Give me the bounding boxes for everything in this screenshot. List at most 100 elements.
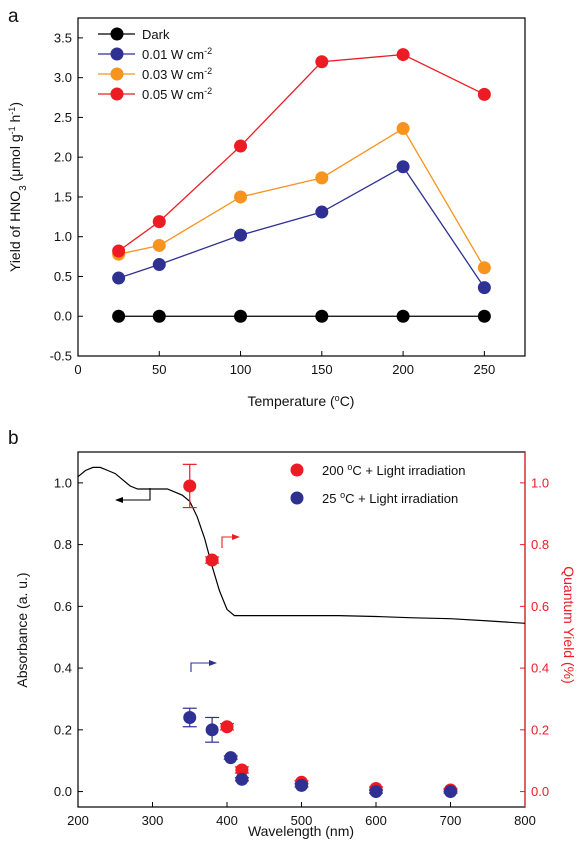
data-point-a xyxy=(152,258,166,272)
x-tick-label-b: 500 xyxy=(291,813,313,828)
legend-b: 200 oC + Light irradiation 25 oC + Light … xyxy=(290,462,465,506)
y-tick-label-a: 3.5 xyxy=(54,30,72,45)
data-point-b xyxy=(369,785,383,799)
data-point-a xyxy=(234,190,248,204)
quantum-yield-arrow-red-head xyxy=(232,534,240,540)
legend-label-a: Dark xyxy=(142,27,170,42)
x-tick-label-a: 200 xyxy=(392,362,414,377)
y-tick-label-b: 0.0 xyxy=(54,784,72,799)
y-tick-label-a: -0.5 xyxy=(50,349,72,364)
data-point-b xyxy=(235,772,249,786)
absorbance-axis-arrow xyxy=(122,488,151,501)
y-tick-label-a: 0.0 xyxy=(54,309,72,324)
series-line-a xyxy=(118,165,485,288)
legend-swatch-marker-b xyxy=(290,463,304,477)
legend-label-b: 25 oC + Light irradiation xyxy=(322,490,458,506)
data-point-b xyxy=(444,785,457,799)
y-tick-label-a: 0.5 xyxy=(54,269,72,284)
axis-ticks-a: 0 50 100 150 200 250 -0.5 0.0 0.5 1.0 1.5 2.0 2.5 3.0… xyxy=(50,30,496,377)
data-point-a xyxy=(315,309,329,323)
data-point-a xyxy=(396,122,410,136)
legend-label-a: 0.05 W cm-2 xyxy=(142,86,212,102)
data-point-b xyxy=(220,720,234,734)
panel-label-b: b xyxy=(8,428,19,449)
x-tick-label-b: 700 xyxy=(440,813,462,828)
data-point-a xyxy=(396,160,410,174)
data-point-a xyxy=(315,55,329,69)
data-point-a xyxy=(477,87,491,101)
quantum-yield-arrow-blue-head xyxy=(209,660,217,666)
series-line-a xyxy=(118,127,485,269)
y-tick-label-b: 0.4 xyxy=(54,661,72,676)
data-point-a xyxy=(112,309,126,323)
legend-label-a: 0.03 W cm-2 xyxy=(142,66,212,82)
y2-tick-label-b: 0.4 xyxy=(531,661,549,676)
data-point-b xyxy=(235,763,249,777)
data-point-a xyxy=(315,171,329,185)
data-point-a xyxy=(234,139,248,153)
y2-tick-label-b: 0.8 xyxy=(531,537,549,552)
quantum-yield-arrow-red xyxy=(221,536,233,548)
y-tick-label-a: 3.0 xyxy=(54,70,72,85)
x-tick-label-b: 300 xyxy=(142,813,164,828)
legend-label-a: 0.01 W cm-2 xyxy=(142,46,212,62)
series-line-a xyxy=(118,53,485,252)
x-tick-label-a: 50 xyxy=(152,362,166,377)
data-point-b xyxy=(295,778,308,792)
y2-axis-title-b: Quantum Yield (%) xyxy=(561,566,577,684)
data-point-a xyxy=(315,205,329,219)
quantum-yield-arrow-blue xyxy=(190,662,210,672)
data-point-a xyxy=(234,228,248,242)
data-point-b xyxy=(183,479,197,493)
data-point-b xyxy=(205,553,219,567)
data-point-a xyxy=(152,215,166,229)
x-axis-title-b: Wavelength (nm) xyxy=(248,823,354,839)
data-point-a xyxy=(234,309,248,323)
x-tick-label-b: 600 xyxy=(365,813,387,828)
y-tick-label-b: 1.0 xyxy=(54,475,72,490)
x-tick-label-a: 0 xyxy=(74,362,81,377)
plot-frame-a xyxy=(77,17,526,357)
data-point-a xyxy=(477,309,491,323)
y-axis-title-a: Yield of HNO3 (μmol g-1 h-1) xyxy=(7,102,29,272)
y2-tick-label-b: 1.0 xyxy=(531,475,549,490)
data-point-a xyxy=(477,281,491,295)
y-tick-label-a: 1.5 xyxy=(54,189,72,204)
data-point-b xyxy=(224,751,238,765)
y2-tick-label-b: 0.6 xyxy=(531,599,549,614)
x-tick-label-a: 250 xyxy=(474,362,496,377)
y-tick-label-b: 0.8 xyxy=(54,537,72,552)
legend-swatch-marker-a xyxy=(110,27,124,41)
x-axis-title-a: Temperature (oC) xyxy=(248,393,355,409)
legend-swatch-marker-b xyxy=(290,491,304,505)
data-point-a xyxy=(396,48,410,62)
y-tick-label-b: 0.6 xyxy=(54,599,72,614)
data-point-a xyxy=(152,238,166,252)
y-tick-label-a: 2.5 xyxy=(54,110,72,125)
legend-label-b: 200 oC + Light irradiation xyxy=(322,462,465,478)
y-tick-label-b: 0.2 xyxy=(54,722,72,737)
data-series-b xyxy=(182,463,458,799)
data-point-a xyxy=(477,261,491,275)
y2-tick-label-b: 0.2 xyxy=(531,722,549,737)
x-tick-label-b: 800 xyxy=(514,813,536,828)
y-axis-title-b: Absorbance (a. u.) xyxy=(14,572,30,687)
data-point-a xyxy=(112,271,126,285)
y2-tick-label-b: 0.0 xyxy=(531,784,549,799)
data-point-a xyxy=(152,309,166,323)
panel-label-a: a xyxy=(8,6,19,27)
legend-swatch-marker-a xyxy=(110,47,124,61)
legend-swatch-marker-a xyxy=(110,67,124,81)
data-point-a xyxy=(112,244,126,258)
chart-panel-a: a 0 50 100 150 200 250 -0.5 0.0 0.5 1.0 1.5 2.0 2.5 3… xyxy=(7,6,526,409)
data-point-b xyxy=(183,710,197,724)
axis-indicator-arrows xyxy=(115,488,240,672)
legend-swatch-marker-a xyxy=(110,87,124,101)
legend-a: Dark 0.01 W cm-2 0.03 W cm-2 0.05 W cm-2 xyxy=(98,27,212,102)
x-tick-label-b: 400 xyxy=(216,813,238,828)
x-tick-label-b: 200 xyxy=(67,813,89,828)
data-point-a xyxy=(396,309,410,323)
y-tick-label-a: 1.0 xyxy=(54,229,72,244)
x-tick-label-a: 150 xyxy=(311,362,333,377)
